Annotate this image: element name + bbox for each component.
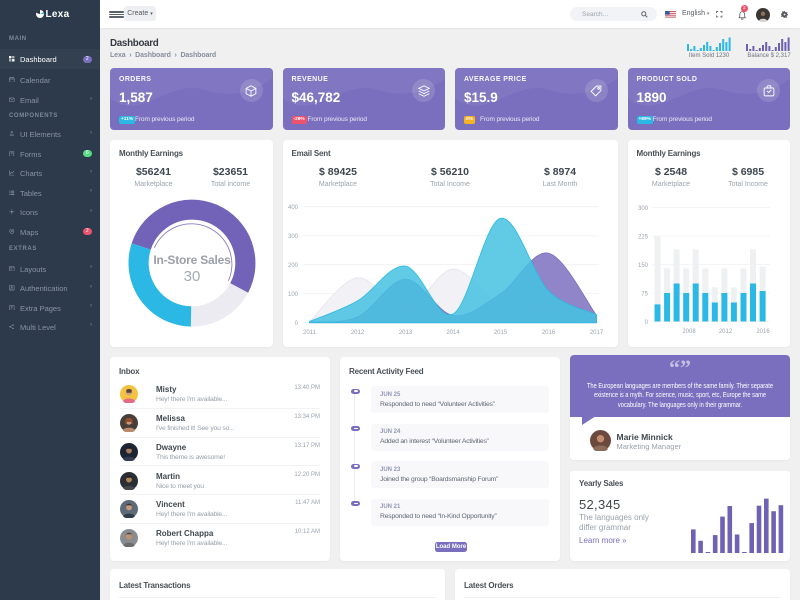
svg-text:2011: 2011	[303, 330, 317, 336]
svg-text:300: 300	[637, 206, 648, 212]
svg-text:0: 0	[294, 321, 298, 327]
svg-text:2016: 2016	[756, 329, 770, 335]
svg-text:200: 200	[287, 263, 298, 269]
svg-text:2017: 2017	[589, 330, 603, 336]
svg-text:2016: 2016	[541, 330, 555, 336]
svg-text:100: 100	[287, 292, 298, 298]
svg-text:In-Store Sales: In-Store Sales	[153, 253, 231, 267]
svg-text:150: 150	[637, 263, 648, 269]
svg-text:2014: 2014	[446, 330, 460, 336]
svg-text:2015: 2015	[493, 330, 507, 336]
svg-text:2012: 2012	[718, 329, 732, 335]
svg-text:225: 225	[637, 235, 648, 241]
svg-text:30: 30	[184, 268, 201, 285]
svg-text:75: 75	[641, 292, 648, 298]
svg-text:300: 300	[287, 234, 298, 240]
svg-text:400: 400	[287, 205, 298, 211]
svg-text:2012: 2012	[350, 330, 364, 336]
svg-text:2013: 2013	[398, 330, 412, 336]
svg-text:2008: 2008	[682, 329, 696, 335]
svg-text:0: 0	[644, 320, 648, 326]
